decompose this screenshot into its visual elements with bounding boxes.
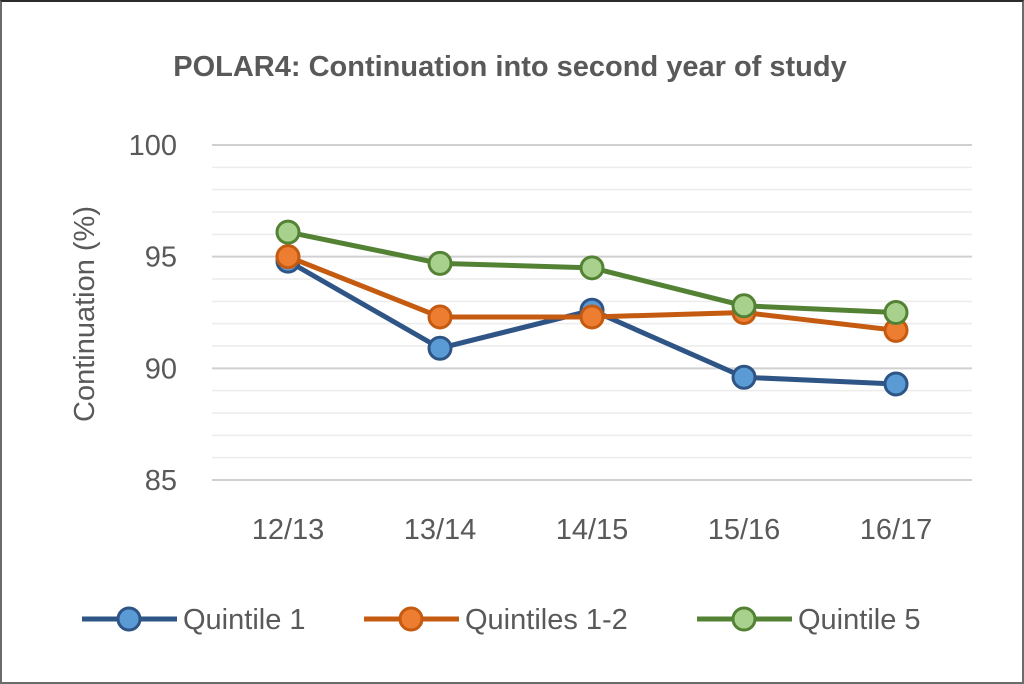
series-3 (275, 219, 909, 325)
series-group (275, 219, 909, 397)
gridlines (212, 144, 972, 481)
x-tick-label: 14/15 (556, 514, 629, 546)
legend-label: Quintile 5 (798, 604, 921, 636)
data-point (731, 364, 757, 390)
legend: Quintile 1 Quintiles 1-2 Quintile 5 (82, 604, 921, 636)
legend-marker (731, 606, 757, 632)
x-tick-label: 15/16 (708, 514, 781, 546)
data-point (275, 219, 301, 245)
x-axis-ticks: 12/13 13/14 14/15 15/16 16/17 (252, 514, 933, 546)
y-tick-label: 100 (129, 130, 177, 162)
data-point (427, 250, 453, 276)
legend-marker (398, 606, 424, 632)
data-point (275, 244, 301, 270)
data-point (579, 304, 605, 330)
x-tick-label: 12/13 (252, 514, 325, 546)
data-point (427, 335, 453, 361)
y-axis-ticks: 85 90 95 100 (129, 130, 177, 497)
legend-label: Quintiles 1-2 (465, 604, 628, 636)
legend-item: Quintile 1 (82, 604, 306, 636)
series-2 (275, 244, 909, 343)
y-tick-label: 85 (145, 465, 177, 497)
x-tick-label: 16/17 (860, 514, 933, 546)
y-tick-label: 90 (145, 353, 177, 385)
legend-item: Quintile 5 (697, 604, 921, 636)
data-point (427, 304, 453, 330)
data-point (883, 371, 909, 397)
data-point (883, 300, 909, 325)
x-tick-label: 13/14 (404, 514, 477, 546)
y-axis-label: Continuation (%) (69, 206, 101, 422)
data-point (731, 293, 757, 319)
legend-label: Quintile 1 (183, 604, 306, 636)
y-tick-label: 95 (145, 242, 177, 274)
legend-marker (116, 606, 142, 632)
data-point (579, 255, 605, 281)
legend-item: Quintiles 1-2 (364, 604, 628, 636)
chart-title: POLAR4: Continuation into second year of… (173, 51, 846, 83)
